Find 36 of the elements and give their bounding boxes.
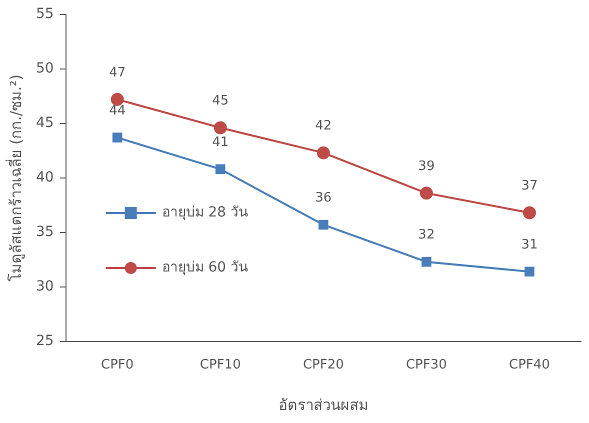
y-tick-label: 40 bbox=[36, 170, 54, 186]
point bbox=[316, 146, 330, 160]
point bbox=[112, 132, 122, 142]
y-tick-label: 35 bbox=[36, 224, 54, 240]
y-tick-label: 55 bbox=[36, 6, 54, 22]
data-label: 42 bbox=[315, 118, 332, 134]
point bbox=[522, 206, 536, 220]
x-tick-label: CPF30 bbox=[406, 358, 447, 373]
legend-label: อายุบ่ม 28 วัน bbox=[162, 204, 249, 221]
x-tick-label: CPF40 bbox=[509, 358, 550, 373]
data-label: 31 bbox=[521, 238, 538, 253]
y-axis-title: โมดูลัสแตกร้าวเฉลี่ย (กก./ซม.²) bbox=[4, 74, 25, 282]
point bbox=[215, 164, 226, 174]
x-tick-label: CPF20 bbox=[302, 358, 344, 373]
y-tick-label: 50 bbox=[36, 60, 54, 77]
x-axis-title: อัตราส่วนผสม bbox=[278, 396, 368, 414]
point bbox=[214, 121, 227, 134]
point bbox=[422, 256, 432, 267]
legend-label: อายุบ่ม 60 วัน bbox=[162, 260, 249, 276]
data-label: 41 bbox=[212, 135, 229, 150]
data-label: 47 bbox=[109, 65, 126, 80]
y-tick-label: 30 bbox=[36, 278, 54, 295]
data-label: 45 bbox=[212, 94, 229, 109]
y-tick-label: 45 bbox=[36, 115, 54, 132]
y-tick-label: 25 bbox=[36, 333, 54, 350]
data-label: 37 bbox=[521, 178, 538, 194]
x-tick-label: CPF0 bbox=[100, 358, 134, 373]
point bbox=[318, 220, 328, 230]
point bbox=[420, 186, 433, 200]
point bbox=[110, 92, 124, 106]
data-label: 32 bbox=[418, 228, 435, 243]
data-label: 44 bbox=[109, 103, 126, 118]
data-label: 39 bbox=[418, 159, 435, 174]
x-tick-label: CPF10 bbox=[200, 358, 241, 373]
data-label: 36 bbox=[315, 190, 332, 206]
point bbox=[524, 266, 534, 277]
